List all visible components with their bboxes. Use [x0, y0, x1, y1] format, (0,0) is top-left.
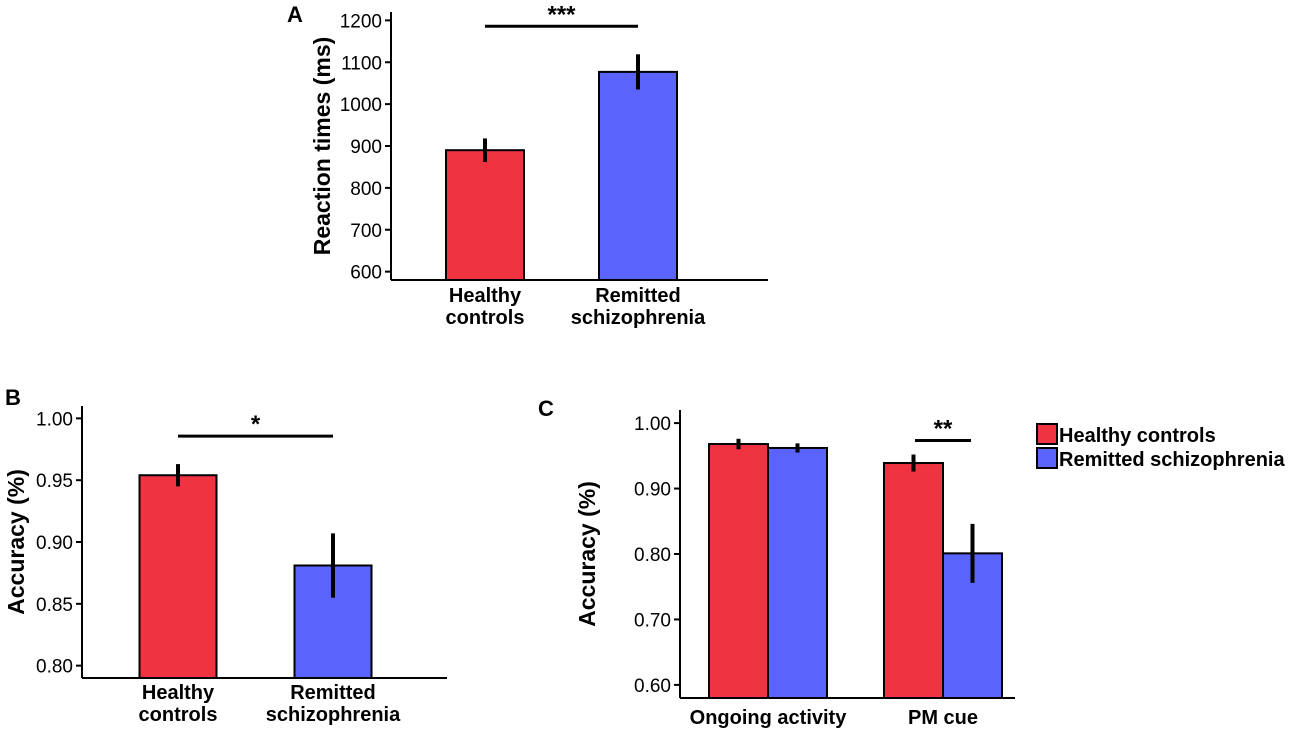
- B-significance-marker: *: [251, 411, 261, 438]
- C-ytick-label: 0.90: [634, 480, 671, 501]
- A-ytick-label: 1000: [340, 95, 382, 116]
- B-category-label: schizophrenia: [266, 704, 401, 726]
- B-ytick-label: 0.85: [36, 595, 73, 616]
- C-category-label: PM cue: [908, 707, 978, 729]
- legend-label: Remitted schizophrenia: [1059, 449, 1285, 471]
- A-y-axis-label: Reaction times (ms): [309, 37, 335, 256]
- A-ytick-label: 700: [350, 221, 382, 242]
- legend-label: Healthy controls: [1059, 425, 1216, 447]
- B-category-label: controls: [139, 704, 218, 726]
- A-significance-marker: ***: [547, 1, 576, 28]
- legend-swatch-healthy-controls: [1036, 423, 1058, 445]
- panel-B: 0.80 0.85 0.90 0.95 1.00 Accuracy (%) B Healthy…: [3, 385, 447, 726]
- B-ytick-label: 0.80: [36, 657, 73, 678]
- B-ytick-label: 0.95: [36, 471, 73, 492]
- A-category-label: Remitted: [595, 285, 681, 307]
- C-ytick-label: 1.00: [634, 414, 671, 435]
- A-ytick-label: 1100: [341, 53, 382, 74]
- A-ytick-label: 800: [350, 179, 382, 200]
- A-ytick-label: 900: [350, 137, 382, 158]
- B-ytick-label: 0.90: [36, 533, 73, 554]
- C-bar-healthy-controls: [883, 462, 944, 699]
- C-category-label: Ongoing activity: [690, 707, 848, 729]
- A-ytick-label: 600: [350, 263, 382, 284]
- C-y-axis-label: Accuracy (%): [574, 481, 600, 627]
- C-ytick-label: 0.80: [634, 545, 671, 566]
- panel-label-C: C: [538, 396, 554, 421]
- panel-label-A: A: [287, 2, 303, 27]
- C-significance-marker: **: [934, 416, 953, 443]
- B-category-label: Healthy: [142, 682, 215, 704]
- C-bar-remitted-schizophrenia: [767, 446, 828, 699]
- C-ytick-label: 0.60: [634, 676, 671, 697]
- A-category-label: schizophrenia: [571, 307, 706, 329]
- A-category-label: Healthy: [449, 285, 522, 307]
- C-bar-healthy-controls: [708, 443, 769, 700]
- panel-C: 0.60 0.70 0.80 0.90 1.00 Accuracy (%) C Ongoing…: [538, 396, 1015, 729]
- legend-swatch-remitted-schizophrenia: [1036, 447, 1058, 469]
- A-bar-remitted-schizophrenia: [598, 70, 678, 281]
- panel-label-B: B: [5, 385, 21, 410]
- A-bar-healthy-controls: [445, 149, 525, 281]
- B-ytick-label: 1.00: [36, 409, 73, 430]
- B-bar-healthy-controls: [138, 474, 218, 679]
- B-y-axis-label: Accuracy (%): [3, 469, 29, 615]
- A-ytick-label: 1200: [340, 11, 382, 32]
- C-ytick-label: 0.70: [634, 610, 671, 631]
- A-category-label: controls: [446, 307, 525, 329]
- B-category-label: Remitted: [290, 682, 376, 704]
